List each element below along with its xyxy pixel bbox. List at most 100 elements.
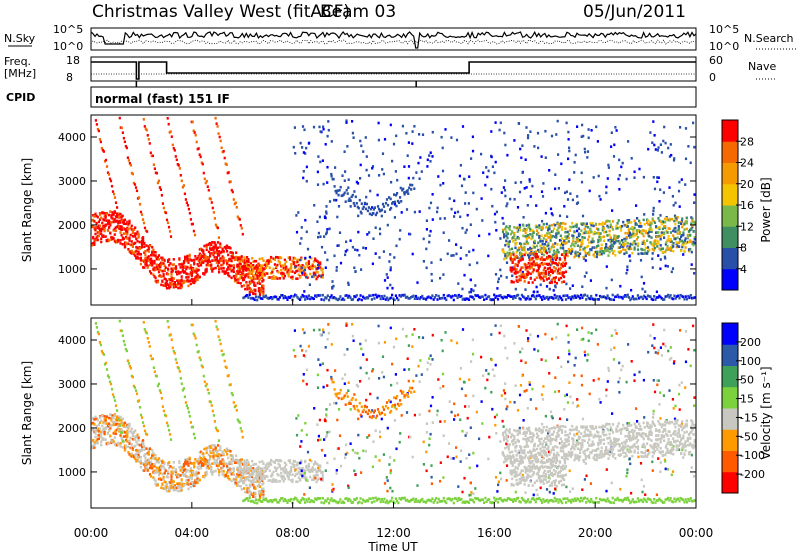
power-cell (369, 207, 372, 211)
power-cell (626, 219, 629, 222)
velocity-cell (174, 486, 178, 490)
velocity-cell (154, 454, 157, 457)
power-cell (649, 131, 652, 134)
power-cell (157, 274, 161, 278)
power-cell (629, 259, 632, 263)
power-cell (320, 274, 323, 278)
velocity-cell (205, 473, 208, 476)
power-cell (152, 163, 155, 166)
velocity-cell (214, 448, 217, 452)
power-cell (359, 210, 362, 214)
power-cell (247, 260, 250, 263)
power-cell (581, 238, 584, 242)
power-cell (524, 235, 527, 238)
power-cell (215, 249, 218, 252)
power-cell (649, 224, 652, 227)
power-cell (490, 155, 493, 159)
power-cell (632, 241, 635, 245)
power-cell (524, 298, 527, 301)
power-cell (351, 193, 354, 197)
power-cell (602, 235, 606, 238)
velocity-cell (147, 458, 150, 461)
velocity-cell (142, 443, 145, 447)
power-cell (549, 258, 552, 261)
power-cell (513, 258, 516, 261)
power-cell (627, 296, 631, 299)
power-cell (519, 147, 522, 151)
power-cell (204, 255, 207, 258)
power-cell (599, 198, 602, 201)
power-cell (555, 236, 558, 239)
power-cell (204, 259, 207, 263)
velocity-cell (95, 417, 98, 421)
power-cell (147, 255, 150, 258)
power-cell (211, 206, 214, 210)
power-cell (562, 247, 565, 250)
power-cell (567, 240, 570, 243)
power-cell (517, 122, 520, 125)
power-cell (299, 264, 302, 268)
power-cell (131, 172, 134, 176)
power-cell (573, 161, 576, 164)
velocity-cell (235, 475, 238, 479)
power-cell (216, 241, 220, 244)
power-cell (580, 180, 584, 184)
power-cell (163, 259, 166, 262)
velocity-cell (128, 442, 131, 445)
velocity-cell (237, 475, 240, 478)
power-cell (550, 255, 553, 259)
velocity-cell (266, 499, 269, 503)
power-cell (356, 298, 360, 302)
velocity-cell (276, 466, 279, 470)
power-cell (300, 295, 303, 299)
power-cell (155, 171, 158, 175)
power-cell (414, 294, 418, 298)
velocity-cell (307, 465, 310, 469)
velocity-cell (139, 465, 142, 469)
power-cell (295, 294, 298, 297)
power-cell (458, 174, 461, 178)
power-cell (297, 263, 300, 267)
power-cell (383, 210, 387, 213)
velocity-cell (131, 434, 134, 438)
power-cell (459, 257, 462, 260)
colorbar-swatch (722, 120, 738, 142)
power-cell (395, 134, 398, 138)
power-cell (168, 258, 171, 261)
power-cell (643, 213, 646, 216)
power-cell (566, 294, 569, 297)
velocity-cell (170, 485, 173, 488)
power-cell (668, 155, 671, 158)
power-cell (335, 297, 338, 301)
velocity-cell (97, 437, 100, 441)
velocity-cell (116, 415, 119, 418)
power-cell (121, 243, 124, 246)
power-cell (272, 277, 275, 280)
power-cell (280, 294, 283, 297)
power-cell (567, 157, 570, 161)
power-cell (415, 171, 418, 174)
velocity-cell (272, 470, 275, 474)
velocity-cell (150, 456, 153, 460)
power-cell (693, 221, 696, 224)
velocity-cell (235, 478, 238, 481)
power-cell (596, 227, 599, 230)
power-cell (642, 239, 645, 243)
power-cell (277, 271, 280, 274)
power-cell (647, 234, 650, 238)
power-cell (577, 254, 581, 258)
power-cell (575, 238, 578, 241)
power-cell (358, 198, 361, 202)
power-cell (368, 231, 371, 234)
power-cell (480, 152, 483, 156)
power-cell (653, 246, 657, 250)
power-cell (554, 296, 557, 300)
power-cell (324, 143, 327, 146)
velocity-cell (292, 498, 295, 501)
velocity-cell (172, 350, 175, 353)
power-cell (531, 256, 534, 260)
power-cell (524, 231, 527, 235)
power-cell (193, 131, 196, 134)
velocity-cell (251, 459, 254, 463)
